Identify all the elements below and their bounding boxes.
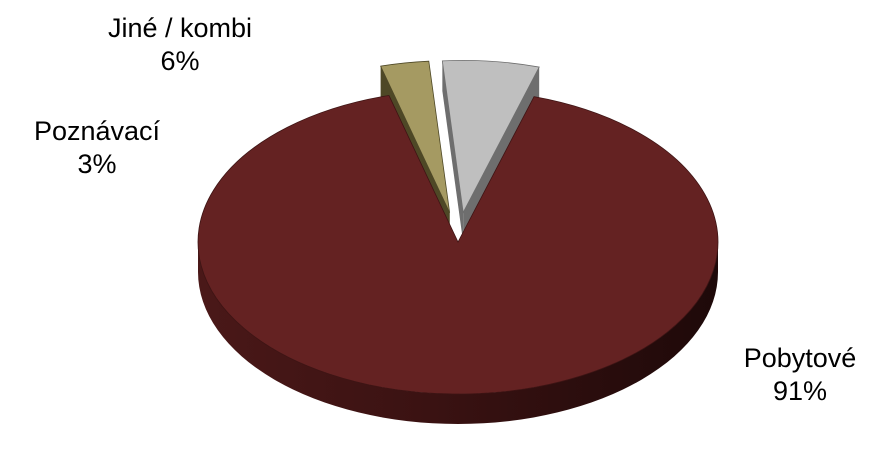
pie-edge-jine-kombi-0 — [442, 60, 464, 243]
slice-label-pobytove: Pobytové 91% — [730, 342, 870, 408]
slice-label-name: Jiné / kombi — [107, 13, 253, 43]
pie-slice-poznavaci — [380, 60, 451, 213]
slice-label-jine-kombi: Jiné / kombi 6% — [70, 12, 290, 78]
pie-slice-pobytove — [197, 95, 719, 395]
slice-label-name: Poznávací — [33, 116, 161, 146]
slice-label-name: Pobytové — [743, 343, 857, 373]
slice-label-percent: 3% — [77, 149, 117, 179]
slice-label-percent: 6% — [160, 46, 200, 76]
slice-label-percent: 91% — [772, 376, 828, 406]
pie-slice-jine-kombi — [441, 60, 540, 214]
pie-side-pobytove — [198, 242, 718, 424]
slice-label-poznavaci: Poznávací 3% — [2, 115, 192, 181]
